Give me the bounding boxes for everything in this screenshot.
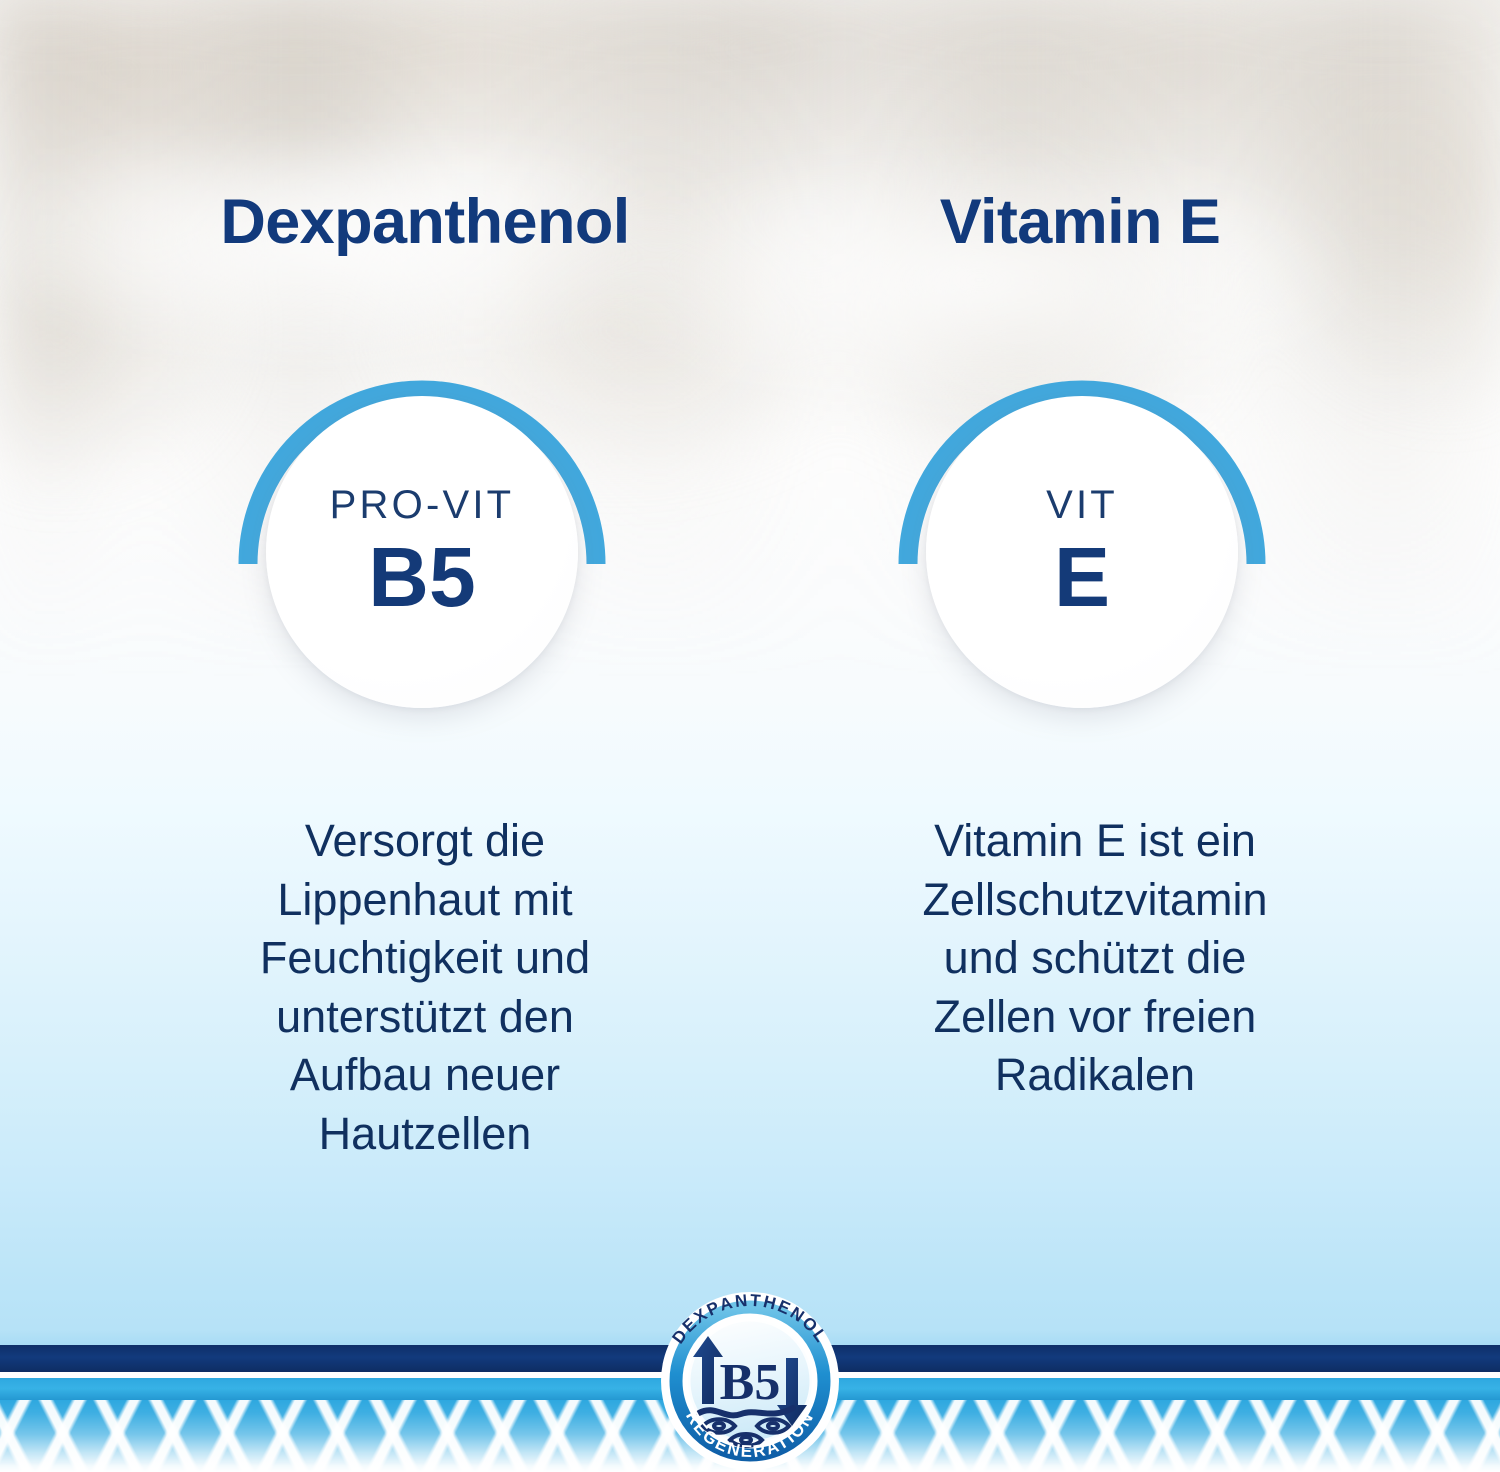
badge-kicker-vit: VIT xyxy=(1046,483,1118,527)
ingredient-description-vitamin-e: Vitamin E ist ein Zellschutzvitamin und … xyxy=(922,815,1268,1100)
ingredient-badge-pro-vit-b5: PRO-VIT B5 xyxy=(222,352,622,752)
badge-arc-icon xyxy=(898,380,1266,565)
badge-label-group: VIT E xyxy=(926,396,1238,708)
dexpanthenol-regeneration-seal: B5 DEXPANTHENOL REGENERATION xyxy=(661,1291,839,1470)
badge-main-e: E xyxy=(1053,530,1111,624)
up-arrow-icon xyxy=(693,1336,723,1404)
wave-icon xyxy=(696,1405,796,1419)
column-heading-vitamin-e: Vitamin E xyxy=(939,187,1221,257)
badge-disc xyxy=(926,396,1238,708)
badge-label-group: PRO-VIT B5 xyxy=(266,396,578,708)
badge-kicker-pro-vit: PRO-VIT xyxy=(329,483,515,527)
badge-disc xyxy=(266,396,578,708)
seal-center-b5: B5 xyxy=(720,1354,781,1411)
skin-cells-icon xyxy=(700,1417,792,1448)
column-heading-dexpanthenol: Dexpanthenol xyxy=(220,187,630,257)
seal-ring xyxy=(669,1300,831,1462)
ingredient-badge-vit-e: VIT E xyxy=(882,352,1282,752)
ingredient-description-dexpanthenol: Versorgt die Lippenhaut mit Feuchtigkeit… xyxy=(259,815,591,1159)
badge-main-b5: B5 xyxy=(368,530,476,624)
badge-arc-icon xyxy=(238,380,606,565)
